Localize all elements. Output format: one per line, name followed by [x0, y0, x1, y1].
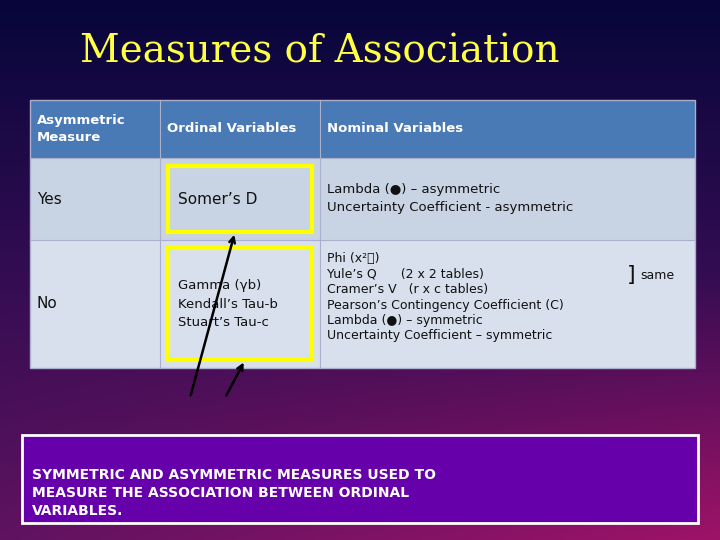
Text: No: No	[37, 296, 58, 312]
Text: Asymmetric
Measure: Asymmetric Measure	[37, 114, 125, 144]
Bar	[168, 166, 312, 232]
Bar	[30, 240, 160, 368]
Bar	[30, 100, 160, 158]
Bar	[320, 100, 695, 158]
Bar	[160, 100, 320, 158]
Text: ]: ]	[627, 265, 636, 285]
Text: Gamma (γb)
Kendall’s Tau-b
Stuart’s Tau-c: Gamma (γb) Kendall’s Tau-b Stuart’s Tau-…	[178, 280, 278, 328]
Text: same: same	[640, 269, 674, 282]
Text: Uncertainty Coefficient – symmetric: Uncertainty Coefficient – symmetric	[327, 329, 552, 342]
Text: Measures of Association: Measures of Association	[80, 33, 559, 71]
Text: Phi (x²Ⓐ): Phi (x²Ⓐ)	[327, 252, 379, 265]
Text: VARIABLES.: VARIABLES.	[32, 504, 123, 518]
Bar	[320, 158, 695, 240]
Bar	[160, 158, 320, 240]
Text: Lambda (●) – asymmetric
Uncertainty Coefficient - asymmetric: Lambda (●) – asymmetric Uncertainty Coef…	[327, 184, 573, 214]
Text: MEASURE THE ASSOCIATION BETWEEN ORDINAL: MEASURE THE ASSOCIATION BETWEEN ORDINAL	[32, 486, 409, 500]
Text: Lambda (●) – symmetric: Lambda (●) – symmetric	[327, 314, 482, 327]
Text: Somer’s D: Somer’s D	[178, 192, 257, 206]
Bar	[320, 240, 695, 368]
Text: Yule’s Q      (2 x 2 tables): Yule’s Q (2 x 2 tables)	[327, 267, 484, 280]
Bar	[160, 240, 320, 368]
Bar	[22, 435, 698, 523]
Text: Pearson’s Contingency Coefficient (C): Pearson’s Contingency Coefficient (C)	[327, 299, 564, 312]
Bar	[30, 158, 160, 240]
Text: Cramer’s V   (r x c tables): Cramer’s V (r x c tables)	[327, 283, 488, 296]
Text: Yes: Yes	[37, 192, 62, 206]
Bar	[30, 100, 695, 368]
Text: Ordinal Variables: Ordinal Variables	[167, 123, 297, 136]
Text: Nominal Variables: Nominal Variables	[327, 123, 463, 136]
Text: SYMMETRIC AND ASYMMETRIC MEASURES USED TO: SYMMETRIC AND ASYMMETRIC MEASURES USED T…	[32, 468, 436, 482]
Bar	[168, 248, 312, 360]
